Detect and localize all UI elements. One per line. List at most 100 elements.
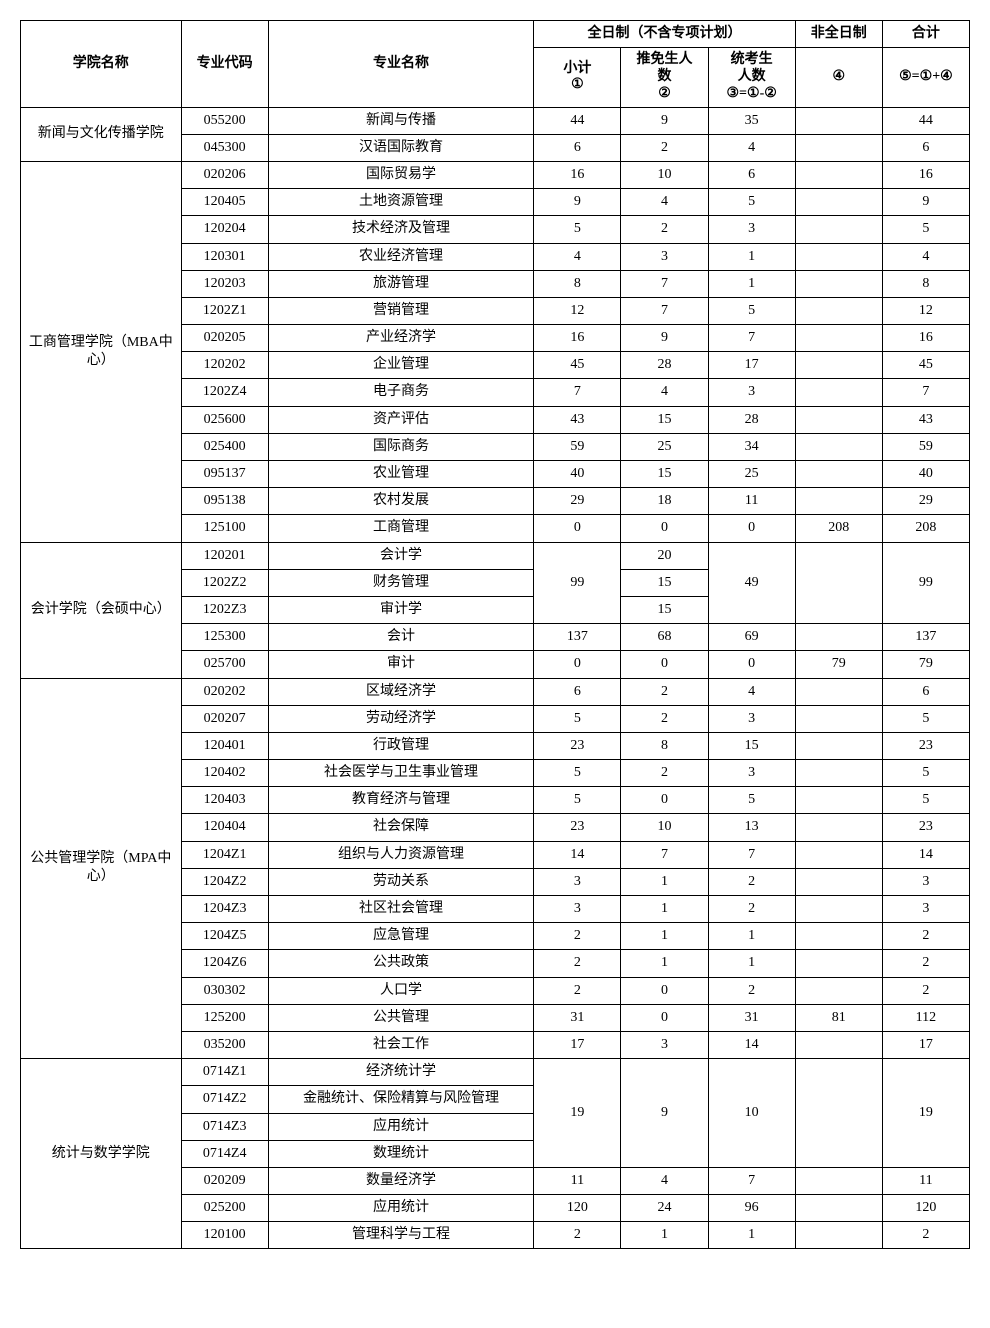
table-cell: 社区社会管理 [268,896,534,923]
table-cell: 8 [621,732,708,759]
table-cell: 8 [882,270,969,297]
table-cell: 24 [621,1195,708,1222]
table-cell: 数理统计 [268,1140,534,1167]
table-cell: 28 [708,406,795,433]
table-cell: 208 [795,515,882,542]
table-cell: 17 [882,1031,969,1058]
table-cell: 7 [534,379,621,406]
table-cell: 5 [534,760,621,787]
table-cell: 31 [534,1004,621,1031]
table-cell: 44 [534,107,621,134]
table-cell: 12 [882,297,969,324]
college-cell: 公共管理学院（MPA中心） [21,678,182,1059]
table-cell: 15 [621,569,708,596]
table-cell: 99 [882,542,969,624]
table-cell: 19 [882,1059,969,1168]
table-cell: 社会医学与卫生事业管理 [268,760,534,787]
table-cell: 3 [708,760,795,787]
table-cell: 112 [882,1004,969,1031]
table-cell: 120204 [181,216,268,243]
table-cell: 0 [621,651,708,678]
table-cell: 16 [534,161,621,188]
table-cell: 金融统计、保险精算与风险管理 [268,1086,534,1113]
table-cell: 7 [621,841,708,868]
table-cell: 7 [708,325,795,352]
table-cell: 组织与人力资源管理 [268,841,534,868]
table-cell: 79 [882,651,969,678]
table-cell: 4 [882,243,969,270]
th-major: 专业名称 [268,21,534,108]
table-cell: 3 [621,243,708,270]
table-cell [795,841,882,868]
table-cell: 3 [882,896,969,923]
table-cell: 6 [882,134,969,161]
table-cell: 96 [708,1195,795,1222]
table-cell [795,406,882,433]
table-cell: 11 [708,488,795,515]
table-body: 新闻与文化传播学院055200新闻与传播4493544045300汉语国际教育6… [21,107,970,1249]
table-cell: 0 [534,515,621,542]
table-cell: 120404 [181,814,268,841]
table-cell: 1 [621,1222,708,1249]
table-cell: 59 [882,433,969,460]
table-cell: 技术经济及管理 [268,216,534,243]
table-cell: 土地资源管理 [268,189,534,216]
table-cell: 会计 [268,624,534,651]
table-cell [795,977,882,1004]
table-cell: 10 [621,814,708,841]
table-cell: 120203 [181,270,268,297]
table-cell: 0714Z4 [181,1140,268,1167]
table-cell [795,542,882,624]
table-cell: 9 [882,189,969,216]
table-cell: 财务管理 [268,569,534,596]
table-cell: 社会保障 [268,814,534,841]
table-cell: 5 [882,705,969,732]
table-cell: 79 [795,651,882,678]
table-cell: 1 [621,950,708,977]
table-cell [795,1195,882,1222]
table-cell [795,896,882,923]
table-cell: 审计 [268,651,534,678]
table-cell: 国际商务 [268,433,534,460]
th-exam: 统考生 人数 ③=①-② [708,48,795,107]
table-cell: 69 [708,624,795,651]
table-cell [795,1222,882,1249]
table-cell: 18 [621,488,708,515]
table-cell: 人口学 [268,977,534,1004]
table-cell: 020209 [181,1167,268,1194]
table-cell: 125200 [181,1004,268,1031]
table-cell [795,297,882,324]
table-cell: 44 [882,107,969,134]
table-cell: 137 [534,624,621,651]
table-cell: 125300 [181,624,268,651]
table-cell [795,134,882,161]
college-cell: 统计与数学学院 [21,1059,182,1249]
table-row: 工商管理学院（MBA中心）020206国际贸易学1610616 [21,161,970,188]
table-cell: 4 [534,243,621,270]
table-cell: 公共管理 [268,1004,534,1031]
table-cell: 10 [708,1059,795,1168]
table-cell: 16 [882,161,969,188]
th-code: 专业代码 [181,21,268,108]
table-cell: 17 [534,1031,621,1058]
table-row: 统计与数学学院0714Z1经济统计学1991019 [21,1059,970,1086]
table-cell: 5 [534,216,621,243]
table-cell: 3 [621,1031,708,1058]
table-cell: 23 [534,814,621,841]
table-cell: 120402 [181,760,268,787]
table-cell: 49 [708,542,795,624]
table-cell: 9 [534,189,621,216]
table-cell: 1204Z6 [181,950,268,977]
table-cell: 045300 [181,134,268,161]
table-cell [795,488,882,515]
table-cell: 16 [882,325,969,352]
table-cell: 020205 [181,325,268,352]
table-cell: 1204Z2 [181,868,268,895]
table-cell: 2 [882,977,969,1004]
table-cell [795,243,882,270]
table-cell [795,624,882,651]
table-cell: 45 [534,352,621,379]
table-cell: 095137 [181,461,268,488]
table-cell: 1 [621,868,708,895]
table-cell: 15 [621,461,708,488]
